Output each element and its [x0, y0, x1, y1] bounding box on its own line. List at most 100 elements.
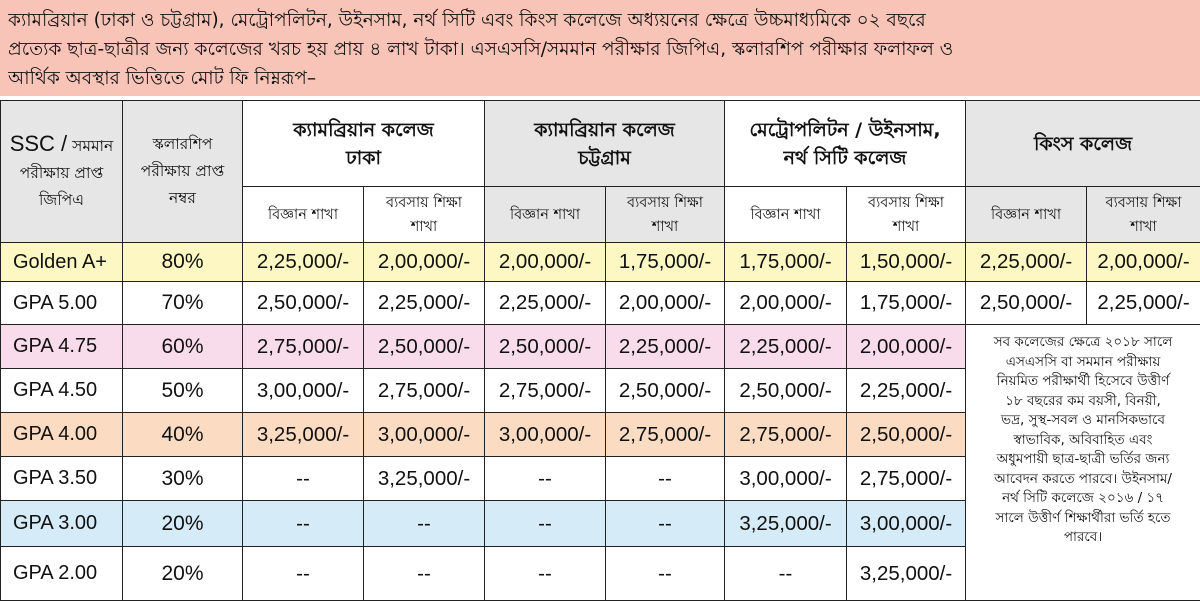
note-line: ১৮ বছরের কম বয়সী, বিনয়ী, — [972, 392, 1194, 412]
gpa-header-ssc: SSC / — [10, 131, 67, 156]
fee-table: SSC / সমমান পরীক্ষায় প্রাপ্ত জিপিএ স্কল… — [0, 100, 1200, 601]
fee-cell: 3,00,000/- — [485, 413, 606, 457]
gpa-cell: GPA 3.00 — [1, 501, 123, 547]
college-name: ক্যামব্রিয়ান কলেজ — [293, 119, 434, 141]
eligibility-note: সব কলেজের ক্ষেত্রে ২০১৮ সালে এসএসসি বা স… — [966, 325, 1200, 601]
business-label: ব্যবসায় শিক্ষা — [1106, 195, 1182, 211]
fee-cell: 2,25,000/- — [847, 369, 966, 413]
score-cell: 20% — [123, 501, 243, 547]
score-cell: 20% — [123, 547, 243, 601]
fee-cell: 1,75,000/- — [847, 282, 966, 325]
gpa-cell: GPA 3.50 — [1, 457, 123, 501]
note-line: স্বাভাবিক, অবিবাহিত এবং — [972, 431, 1194, 451]
fee-cell: 2,75,000/- — [485, 369, 606, 413]
intro-line: ক্যামব্রিয়ান (ঢাকা ও চট্টগ্রাম), মেট্রো… — [8, 6, 1192, 35]
fee-cell: -- — [243, 457, 364, 501]
college-header-cambrian-chattogram: ক্যামব্রিয়ান কলেজ চট্টগ্রাম — [485, 101, 725, 187]
score-cell: 40% — [123, 413, 243, 457]
fee-cell: 1,50,000/- — [847, 243, 966, 282]
intro-paragraph: ক্যামব্রিয়ান (ঢাকা ও চট্টগ্রাম), মেট্রো… — [0, 0, 1200, 96]
fee-cell: 2,25,000/- — [364, 282, 485, 325]
score-cell: 30% — [123, 457, 243, 501]
fee-cell: -- — [606, 457, 725, 501]
score-cell: 70% — [123, 282, 243, 325]
fee-cell: 2,75,000/- — [243, 325, 364, 369]
fee-cell: 3,25,000/- — [725, 501, 847, 547]
fee-cell: -- — [364, 501, 485, 547]
intro-line: আর্থিক অবস্থার ভিত্তিতে মোট ফি নিম্নরূপ– — [8, 64, 1192, 93]
fee-cell: 2,25,000/- — [485, 282, 606, 325]
fee-cell: 2,25,000/- — [966, 243, 1087, 282]
gpa-header-text: পরীক্ষায় প্রাপ্ত — [20, 164, 103, 182]
fee-cell: 2,50,000/- — [485, 325, 606, 369]
note-line: অধুমপায়ী ছাত্র-ছাত্রী ভর্তির জন্য — [972, 450, 1194, 470]
science-subheader: বিজ্ঞান শাখা — [725, 187, 847, 243]
fee-cell: -- — [243, 547, 364, 601]
college-city: নর্থ সিটি কলেজ — [784, 147, 907, 169]
fee-cell: 2,00,000/- — [847, 325, 966, 369]
business-label: শাখা — [411, 219, 438, 235]
science-subheader: বিজ্ঞান শাখা — [966, 187, 1087, 243]
science-subheader: বিজ্ঞান শাখা — [485, 187, 606, 243]
table-row: GPA 4.75 60% 2,75,000/- 2,50,000/- 2,50,… — [1, 325, 1200, 369]
fee-cell: 3,00,000/- — [243, 369, 364, 413]
fee-cell: 2,75,000/- — [606, 413, 725, 457]
score-header-text: নম্বর — [169, 189, 196, 207]
fee-cell: 3,25,000/- — [364, 457, 485, 501]
score-cell: 80% — [123, 243, 243, 282]
business-label: শাখা — [893, 219, 920, 235]
note-line: সালে উত্তীর্ণ শিক্ষার্থীরা ভর্তি হতে — [972, 509, 1194, 529]
business-subheader: ব্যবসায় শিক্ষা শাখা — [606, 187, 725, 243]
note-line: নিয়মিত পরীক্ষার্থী হিসেবে উত্তীর্ণ — [972, 372, 1194, 392]
note-line: নর্থ সিটি কলেজে ২০১৬ / ১৭ — [972, 489, 1194, 509]
fee-cell: 2,25,000/- — [1087, 282, 1200, 325]
note-line: এসএসসি বা সমমান পরীক্ষায় — [972, 353, 1194, 373]
fee-cell: 2,75,000/- — [725, 413, 847, 457]
fee-cell: 2,25,000/- — [243, 243, 364, 282]
science-subheader: বিজ্ঞান শাখা — [243, 187, 364, 243]
college-name: মেট্রোপলিটন / উইনসাম, — [749, 119, 940, 141]
fee-cell: -- — [364, 547, 485, 601]
gpa-column-header: SSC / সমমান পরীক্ষায় প্রাপ্ত জিপিএ — [1, 101, 123, 243]
gpa-header-text: জিপিএ — [39, 191, 84, 209]
fee-cell: 1,75,000/- — [606, 243, 725, 282]
fee-cell: 2,00,000/- — [485, 243, 606, 282]
fee-cell: 3,25,000/- — [847, 547, 966, 601]
fee-cell: 2,50,000/- — [966, 282, 1087, 325]
fee-cell: 3,00,000/- — [364, 413, 485, 457]
gpa-header-text: সমমান — [72, 137, 113, 155]
table-row: GPA 5.00 70% 2,50,000/- 2,25,000/- 2,25,… — [1, 282, 1200, 325]
fee-cell: -- — [606, 501, 725, 547]
note-line: সব কলেজের ক্ষেত্রে ২০১৮ সালে — [972, 333, 1194, 353]
fee-cell: 2,75,000/- — [364, 369, 485, 413]
college-name: কিংস কলেজ — [1034, 133, 1132, 155]
score-column-header: স্কলারশিপ পরীক্ষায় প্রাপ্ত নম্বর — [123, 101, 243, 243]
fee-cell: 2,50,000/- — [725, 369, 847, 413]
score-cell: 60% — [123, 325, 243, 369]
business-label: ব্যবসায় শিক্ষা — [868, 195, 944, 211]
business-label: ব্যবসায় শিক্ষা — [386, 195, 462, 211]
college-name: ক্যামব্রিয়ান কলেজ — [534, 119, 675, 141]
fee-cell: -- — [485, 547, 606, 601]
fee-cell: -- — [485, 457, 606, 501]
fee-cell: 2,00,000/- — [725, 282, 847, 325]
fee-cell: 2,50,000/- — [606, 369, 725, 413]
table-row: Golden A+ 80% 2,25,000/- 2,00,000/- 2,00… — [1, 243, 1200, 282]
gpa-cell: GPA 4.00 — [1, 413, 123, 457]
college-header-cambrian-dhaka: ক্যামব্রিয়ান কলেজ ঢাকা — [243, 101, 485, 187]
business-label: ব্যবসায় শিক্ষা — [627, 195, 703, 211]
fee-cell: 3,25,000/- — [243, 413, 364, 457]
note-line: ভদ্র, সুস্থ-সবল ও মানসিকভাবে — [972, 411, 1194, 431]
fee-cell: 3,00,000/- — [847, 501, 966, 547]
business-label: শাখা — [652, 219, 679, 235]
fee-cell: 2,25,000/- — [725, 325, 847, 369]
college-city: চট্টগ্রাম — [578, 147, 631, 169]
intro-line: প্রত্যেক ছাত্র-ছাত্রীর জন্য কলেজের খরচ হ… — [8, 35, 1192, 64]
gpa-cell: GPA 5.00 — [1, 282, 123, 325]
fee-cell: 2,00,000/- — [1087, 243, 1200, 282]
college-header-metropolitan: মেট্রোপলিটন / উইনসাম, নর্থ সিটি কলেজ — [725, 101, 966, 187]
score-cell: 50% — [123, 369, 243, 413]
fee-cell: 2,50,000/- — [364, 325, 485, 369]
header-row: SSC / সমমান পরীক্ষায় প্রাপ্ত জিপিএ স্কল… — [1, 101, 1200, 187]
fee-cell: 2,25,000/- — [606, 325, 725, 369]
